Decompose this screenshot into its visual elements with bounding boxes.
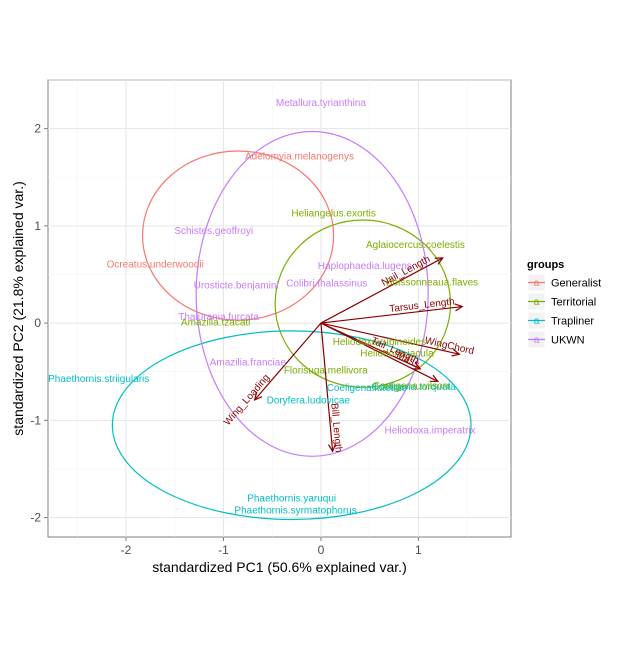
y-tick-label: 1 (34, 219, 41, 233)
variable-arrows (253, 257, 464, 453)
grid-major (48, 80, 511, 537)
ellipse-territorial (274, 219, 452, 388)
y-tick-label: 0 (34, 316, 41, 330)
observation-label: Boissonneaua.flaves (386, 278, 478, 289)
observation-label: Heliodoxa.jacula (360, 349, 434, 360)
arrow-head (451, 348, 461, 357)
observation-label: Heliodoxa.rubinoides (333, 337, 426, 348)
observation-label: Metallura.tyrianthina (276, 98, 366, 109)
observation-label: Coeligena.torquata (371, 382, 456, 393)
observation-labels: Metallura.tyrianthina Adelomyia.melanogen… (48, 98, 478, 516)
legend-label: UKWN (551, 335, 585, 347)
x-tick-label: -1 (218, 543, 229, 557)
x-tick-label: 0 (318, 543, 325, 557)
arrow-head (412, 362, 422, 370)
observation-label: Phaethornis.syrmatophorus (234, 505, 356, 516)
observation-label: Haplophaedia.lugens (318, 261, 412, 272)
observation-label: Colibri.thalassinus (286, 279, 367, 290)
arrow-tarsus_length (320, 305, 463, 324)
x-axis-title: standardized PC1 (50.6% explained var.) (152, 559, 406, 575)
arrow-wingchord (320, 322, 460, 355)
observation-label: Florisuga.mellivora (284, 365, 368, 376)
legend: groups a Generalist a Territorial a Trapliner… (527, 259, 601, 349)
group-ellipses (111, 130, 472, 521)
observation-label: Coeligena.lutetiae (327, 383, 407, 394)
legend-label: Territorial (551, 297, 596, 309)
ellipse-generalist (141, 150, 335, 321)
legend-items: a Generalist a Territorial a Trapliner a UKWN (527, 273, 601, 349)
arrow-wing_loading (254, 322, 322, 401)
legend-title: groups (527, 259, 564, 271)
y-tick-label: -1 (30, 413, 41, 427)
observation-label: Doryfera.ludovicae (267, 395, 351, 406)
arrow-nail_length (320, 257, 444, 324)
observation-label: Heliodoxa.imperatrix (385, 426, 476, 437)
observation-label: Aglaiocercus.coelestis (366, 240, 465, 251)
y-tick-label: 2 (34, 122, 41, 136)
observation-label: Thalurania.furcata (178, 312, 259, 323)
legend-key-glyph: a (534, 316, 540, 327)
legend-label: Trapliner (551, 316, 594, 328)
observation-label: Heliangelus.exortis (291, 209, 376, 220)
y-axis-title: standardized PC2 (21.8% explained var.) (10, 181, 26, 435)
arrow-head (253, 392, 263, 401)
legend-key-glyph: a (534, 297, 540, 308)
x-axis-ticks: -2 -1 0 1 (121, 537, 422, 557)
grid-minor (48, 79, 511, 537)
legend-key-glyph: a (534, 335, 540, 346)
ellipse-ukwn (195, 130, 429, 457)
observation-label: Urosticte.benjamini (194, 281, 279, 292)
arrow-head (434, 257, 444, 265)
observation-label: Adelomyia.melanogenys (245, 151, 354, 162)
arrow-bill_length (320, 323, 334, 452)
observation-label: Coeligena.wilsoni (373, 381, 451, 392)
observation-label: Amazilia.franciae (210, 357, 287, 368)
ellipse-trapliner (111, 330, 472, 521)
variable-label: Bill_Length (328, 403, 343, 453)
x-tick-label: 1 (415, 543, 422, 557)
observation-label: Schistes.geoffroyi (174, 226, 253, 237)
observation-label: Ocreatus.underwoodii (107, 259, 204, 270)
legend-key-glyph: a (534, 278, 540, 289)
observation-label: Phaethornis.striigularis (48, 374, 149, 385)
observation-label: Phaethornis.yaruqui (247, 494, 336, 505)
arrow-head (429, 374, 440, 383)
x-tick-label: -2 (121, 543, 132, 557)
arrow-head (327, 443, 336, 453)
y-tick-label: -2 (30, 511, 41, 525)
observation-label: Amazilia.tzacatl (181, 318, 250, 329)
y-axis-ticks: -2 -1 0 1 2 (30, 122, 48, 525)
arrow-mass (320, 322, 439, 382)
arrow-head (454, 303, 464, 312)
legend-label: Generalist (551, 278, 601, 290)
